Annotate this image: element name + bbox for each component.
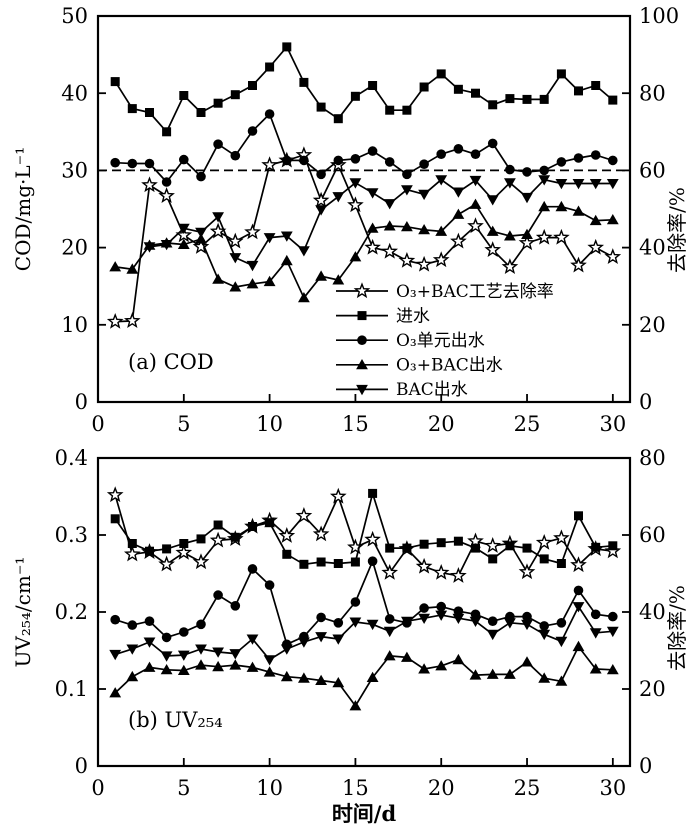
y-left-tick-label: 50: [61, 4, 88, 28]
legend-label: O₃+BAC出水: [396, 356, 503, 376]
series-star: [106, 486, 622, 583]
x-axis: 0 5 10 15 20 25 30: [91, 758, 626, 800]
series-circle: [110, 109, 618, 187]
legend-item: O₃单元出水: [336, 331, 485, 351]
chart-panel-b: 0 0.1 0.2 0.3 0.4 0 20 40 60 80 0 5 10 15 20 25 30 UV₂₅₄/…: [11, 446, 689, 826]
plot-border: [96, 14, 632, 404]
y-axis-right: 0 20 40 60 80: [622, 446, 666, 778]
y-right-tick-label: 20: [639, 677, 666, 701]
y-right-axis-title: 去除率/%: [665, 187, 689, 273]
y-left-tick-label: 0: [75, 390, 88, 414]
y-left-axis-title: UV₂₅₄/cm⁻¹: [11, 557, 35, 668]
series-square: [110, 488, 618, 569]
x-tick-label: 30: [599, 412, 626, 436]
series-triangle-down: [109, 602, 619, 666]
x-tick-label: 5: [177, 776, 190, 800]
y-right-tick-label: 40: [639, 236, 666, 260]
y-right-tick-label: 40: [639, 600, 666, 624]
y-left-tick-label: 30: [61, 159, 88, 183]
y-left-tick-label: 40: [61, 81, 88, 105]
series-square: [110, 42, 618, 137]
y-right-tick-label: 0: [639, 754, 652, 778]
x-tick-label: 25: [514, 412, 541, 436]
y-left-tick-label: 0.1: [55, 677, 88, 701]
x-tick-label: 30: [599, 776, 626, 800]
x-tick-label: 15: [342, 776, 369, 800]
series-triangle-down: [143, 175, 619, 272]
y-left-axis-title: COD/mg·L⁻¹: [11, 147, 35, 271]
x-tick-label: 0: [91, 776, 104, 800]
x-tick-label: 10: [256, 412, 283, 436]
y-right-tick-label: 60: [639, 159, 666, 183]
x-tick-label: 0: [91, 412, 104, 436]
y-axis-left: 0 0.1 0.2 0.3 0.4: [55, 446, 106, 778]
legend-item: BAC出水: [336, 380, 468, 400]
y-axis-left: 0 10 20 30 40 50: [61, 4, 106, 414]
legend-label: BAC出水: [396, 380, 468, 400]
series-circle: [110, 556, 618, 650]
x-axis: 0 5 10 15 20 25 30: [91, 394, 626, 436]
x-tick-label: 10: [256, 776, 283, 800]
y-left-tick-label: 0.3: [55, 523, 88, 547]
y-left-tick-label: 20: [61, 236, 88, 260]
y-left-tick-label: 0.2: [55, 600, 88, 624]
y-right-tick-label: 80: [639, 81, 666, 105]
y-left-tick-label: 0.4: [55, 446, 88, 470]
panel-label: (b) UV₂₅₄: [128, 708, 223, 732]
x-tick-label: 20: [428, 776, 455, 800]
legend-label: O₃+BAC工艺去除率: [396, 282, 554, 302]
chart-panel-a: 0 10 20 30 40 50 0 20 40 60 80 100 0 5 10 15 20 25 30 COD/m…: [11, 4, 689, 436]
series-triangle-up: [109, 640, 619, 711]
series-star: [106, 146, 622, 329]
legend-label: O₃单元出水: [396, 331, 485, 351]
y-axis-right: 0 20 40 60 80 100: [622, 4, 679, 414]
x-tick-label: 25: [514, 776, 541, 800]
legend-item: O₃+BAC工艺去除率: [336, 282, 554, 302]
x-axis-title: 时间/d: [332, 801, 397, 826]
y-right-tick-label: 80: [639, 446, 666, 470]
legend-item: 进水: [336, 306, 430, 326]
x-tick-label: 15: [342, 412, 369, 436]
x-tick-label: 20: [428, 412, 455, 436]
x-tick-label: 5: [177, 412, 190, 436]
y-left-tick-label: 0: [75, 754, 88, 778]
y-right-tick-label: 100: [639, 4, 679, 28]
y-right-tick-label: 20: [639, 313, 666, 337]
y-right-axis-title: 去除率/%: [665, 585, 689, 671]
legend-label: 进水: [396, 306, 430, 326]
y-left-tick-label: 10: [61, 313, 88, 337]
y-right-tick-label: 0: [639, 390, 652, 414]
y-right-tick-label: 60: [639, 523, 666, 547]
legend-item: O₃+BAC出水: [336, 356, 503, 376]
panel-label: (a) COD: [128, 350, 214, 374]
